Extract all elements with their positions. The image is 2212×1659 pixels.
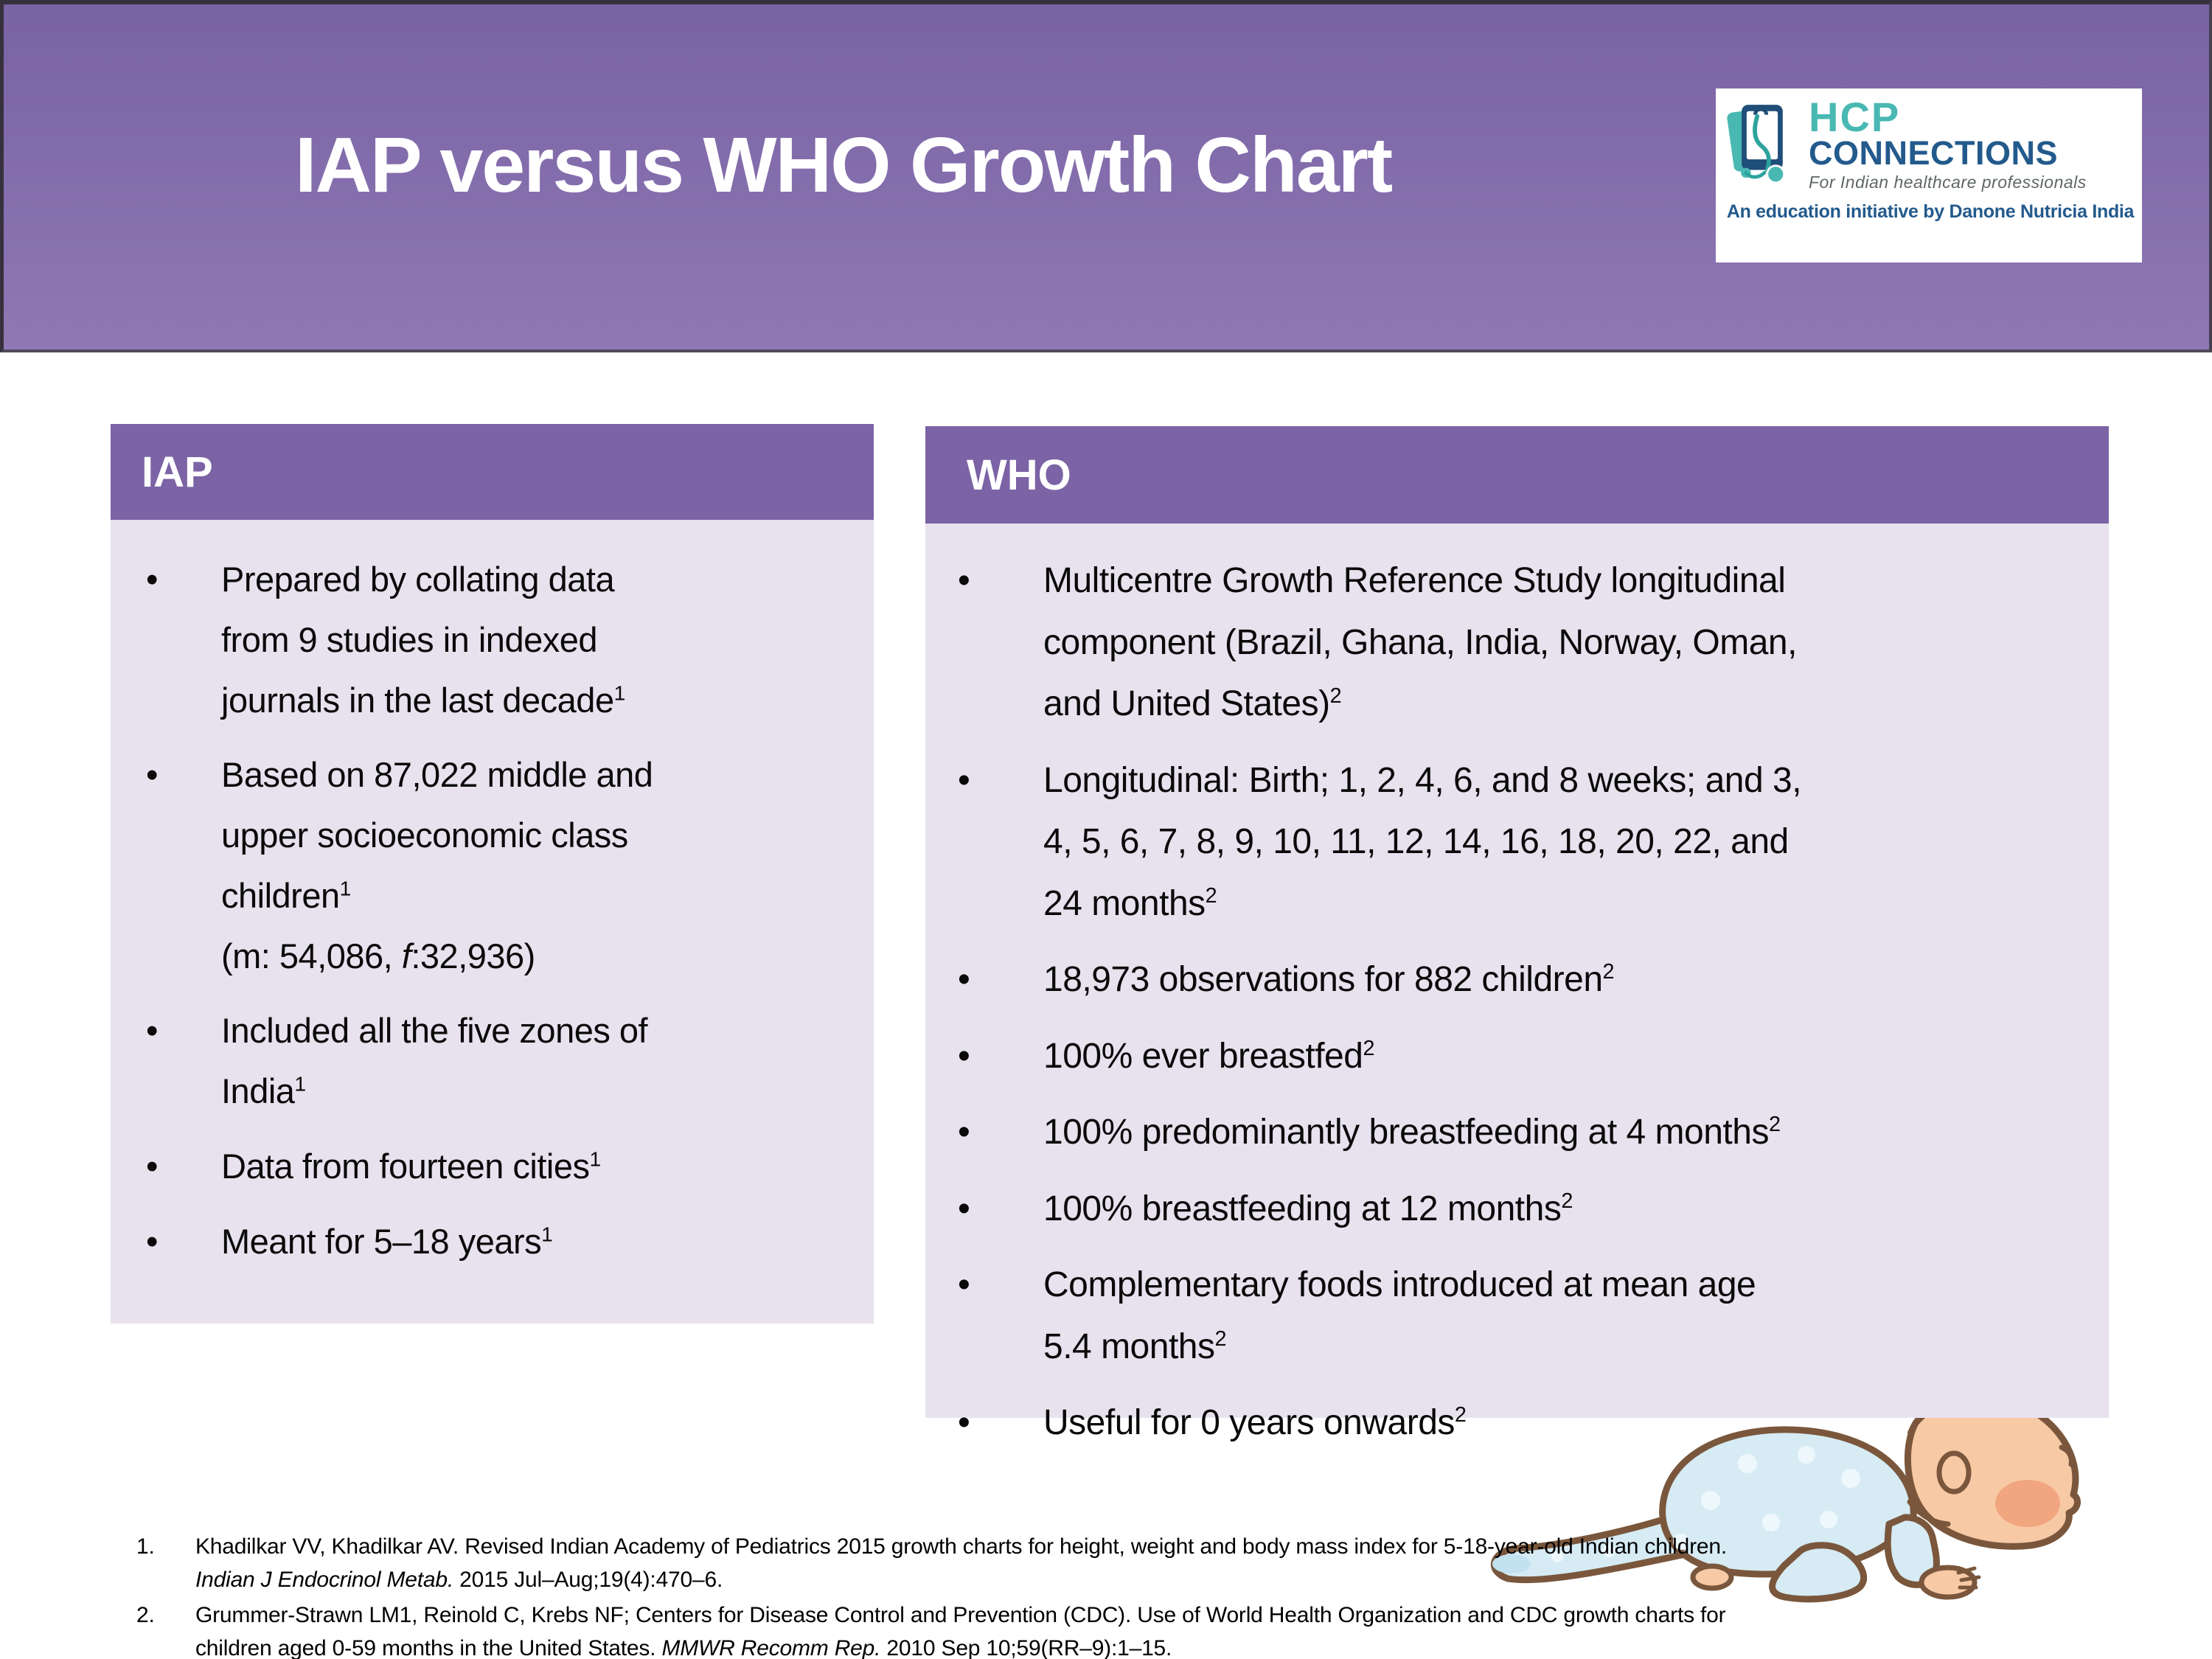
iap-panel-header: IAP xyxy=(111,424,874,520)
logo-text: HCP CONNECTIONS For Indian healthcare pr… xyxy=(1809,94,2087,192)
footnote-text: Khadilkar VV, Khadilkar AV. Revised Indi… xyxy=(195,1534,1728,1592)
bullet-item: 100% breastfeeding at 12 months2 xyxy=(925,1178,2098,1240)
footnote-number: 2. xyxy=(136,1603,155,1627)
who-panel-header: WHO xyxy=(925,426,2109,524)
footnote-number: 1. xyxy=(136,1534,155,1559)
hcp-connections-logo: HCP CONNECTIONS For Indian healthcare pr… xyxy=(1716,88,2142,262)
footnotes: 1. Khadilkar VV, Khadilkar AV. Revised In… xyxy=(136,1530,2068,1659)
who-panel-title: WHO xyxy=(967,451,1071,499)
bullet-item: 100% predominantly breastfeeding at 4 mo… xyxy=(925,1102,2098,1164)
footnote: 1. Khadilkar VV, Khadilkar AV. Revised In… xyxy=(136,1530,2068,1596)
logo-initiative-text: An education initiative by Danone Nutric… xyxy=(1726,201,2135,223)
logo-row: HCP CONNECTIONS For Indian healthcare pr… xyxy=(1726,94,2135,192)
bullet-item: Complementary foods introduced at mean a… xyxy=(925,1254,2098,1377)
who-panel-body: Multicentre Growth Reference Study longi… xyxy=(925,524,2109,1453)
bullet-item: 100% ever breastfed2 xyxy=(925,1026,2098,1088)
bullet-item: Longitudinal: Birth; 1, 2, 4, 6, and 8 w… xyxy=(925,750,2098,935)
logo-name-connections: CONNECTIONS xyxy=(1809,134,2059,173)
bullet-item: 18,973 observations for 882 children2 xyxy=(925,949,2098,1011)
footnote-text: Grummer-Strawn LM1, Reinold C, Krebs NF;… xyxy=(195,1603,1726,1659)
logo-tagline: For Indian healthcare professionals xyxy=(1809,173,2087,192)
bullet-item: Data from fourteen cities1 xyxy=(111,1136,863,1197)
logo-name-hcp: HCP xyxy=(1809,94,1901,140)
bullet-item: Multicentre Growth Reference Study longi… xyxy=(925,550,2098,735)
bullet-item: Useful for 0 years onwards2 xyxy=(925,1392,2098,1454)
slide-header: IAP versus WHO Growth Chart xyxy=(0,0,2212,352)
footnote: 2. Grummer-Strawn LM1, Reinold C, Krebs N… xyxy=(136,1599,2068,1659)
bullet-item: Meant for 5–18 years1 xyxy=(111,1211,863,1272)
iap-panel-title: IAP xyxy=(142,448,213,496)
page-title: IAP versus WHO Growth Chart xyxy=(295,122,1393,209)
who-bullet-list: Multicentre Growth Reference Study longi… xyxy=(925,550,2098,1454)
tablet-stethoscope-icon xyxy=(1726,97,1797,189)
who-panel: WHO Multicentre Growth Reference Study l… xyxy=(925,426,2109,1453)
